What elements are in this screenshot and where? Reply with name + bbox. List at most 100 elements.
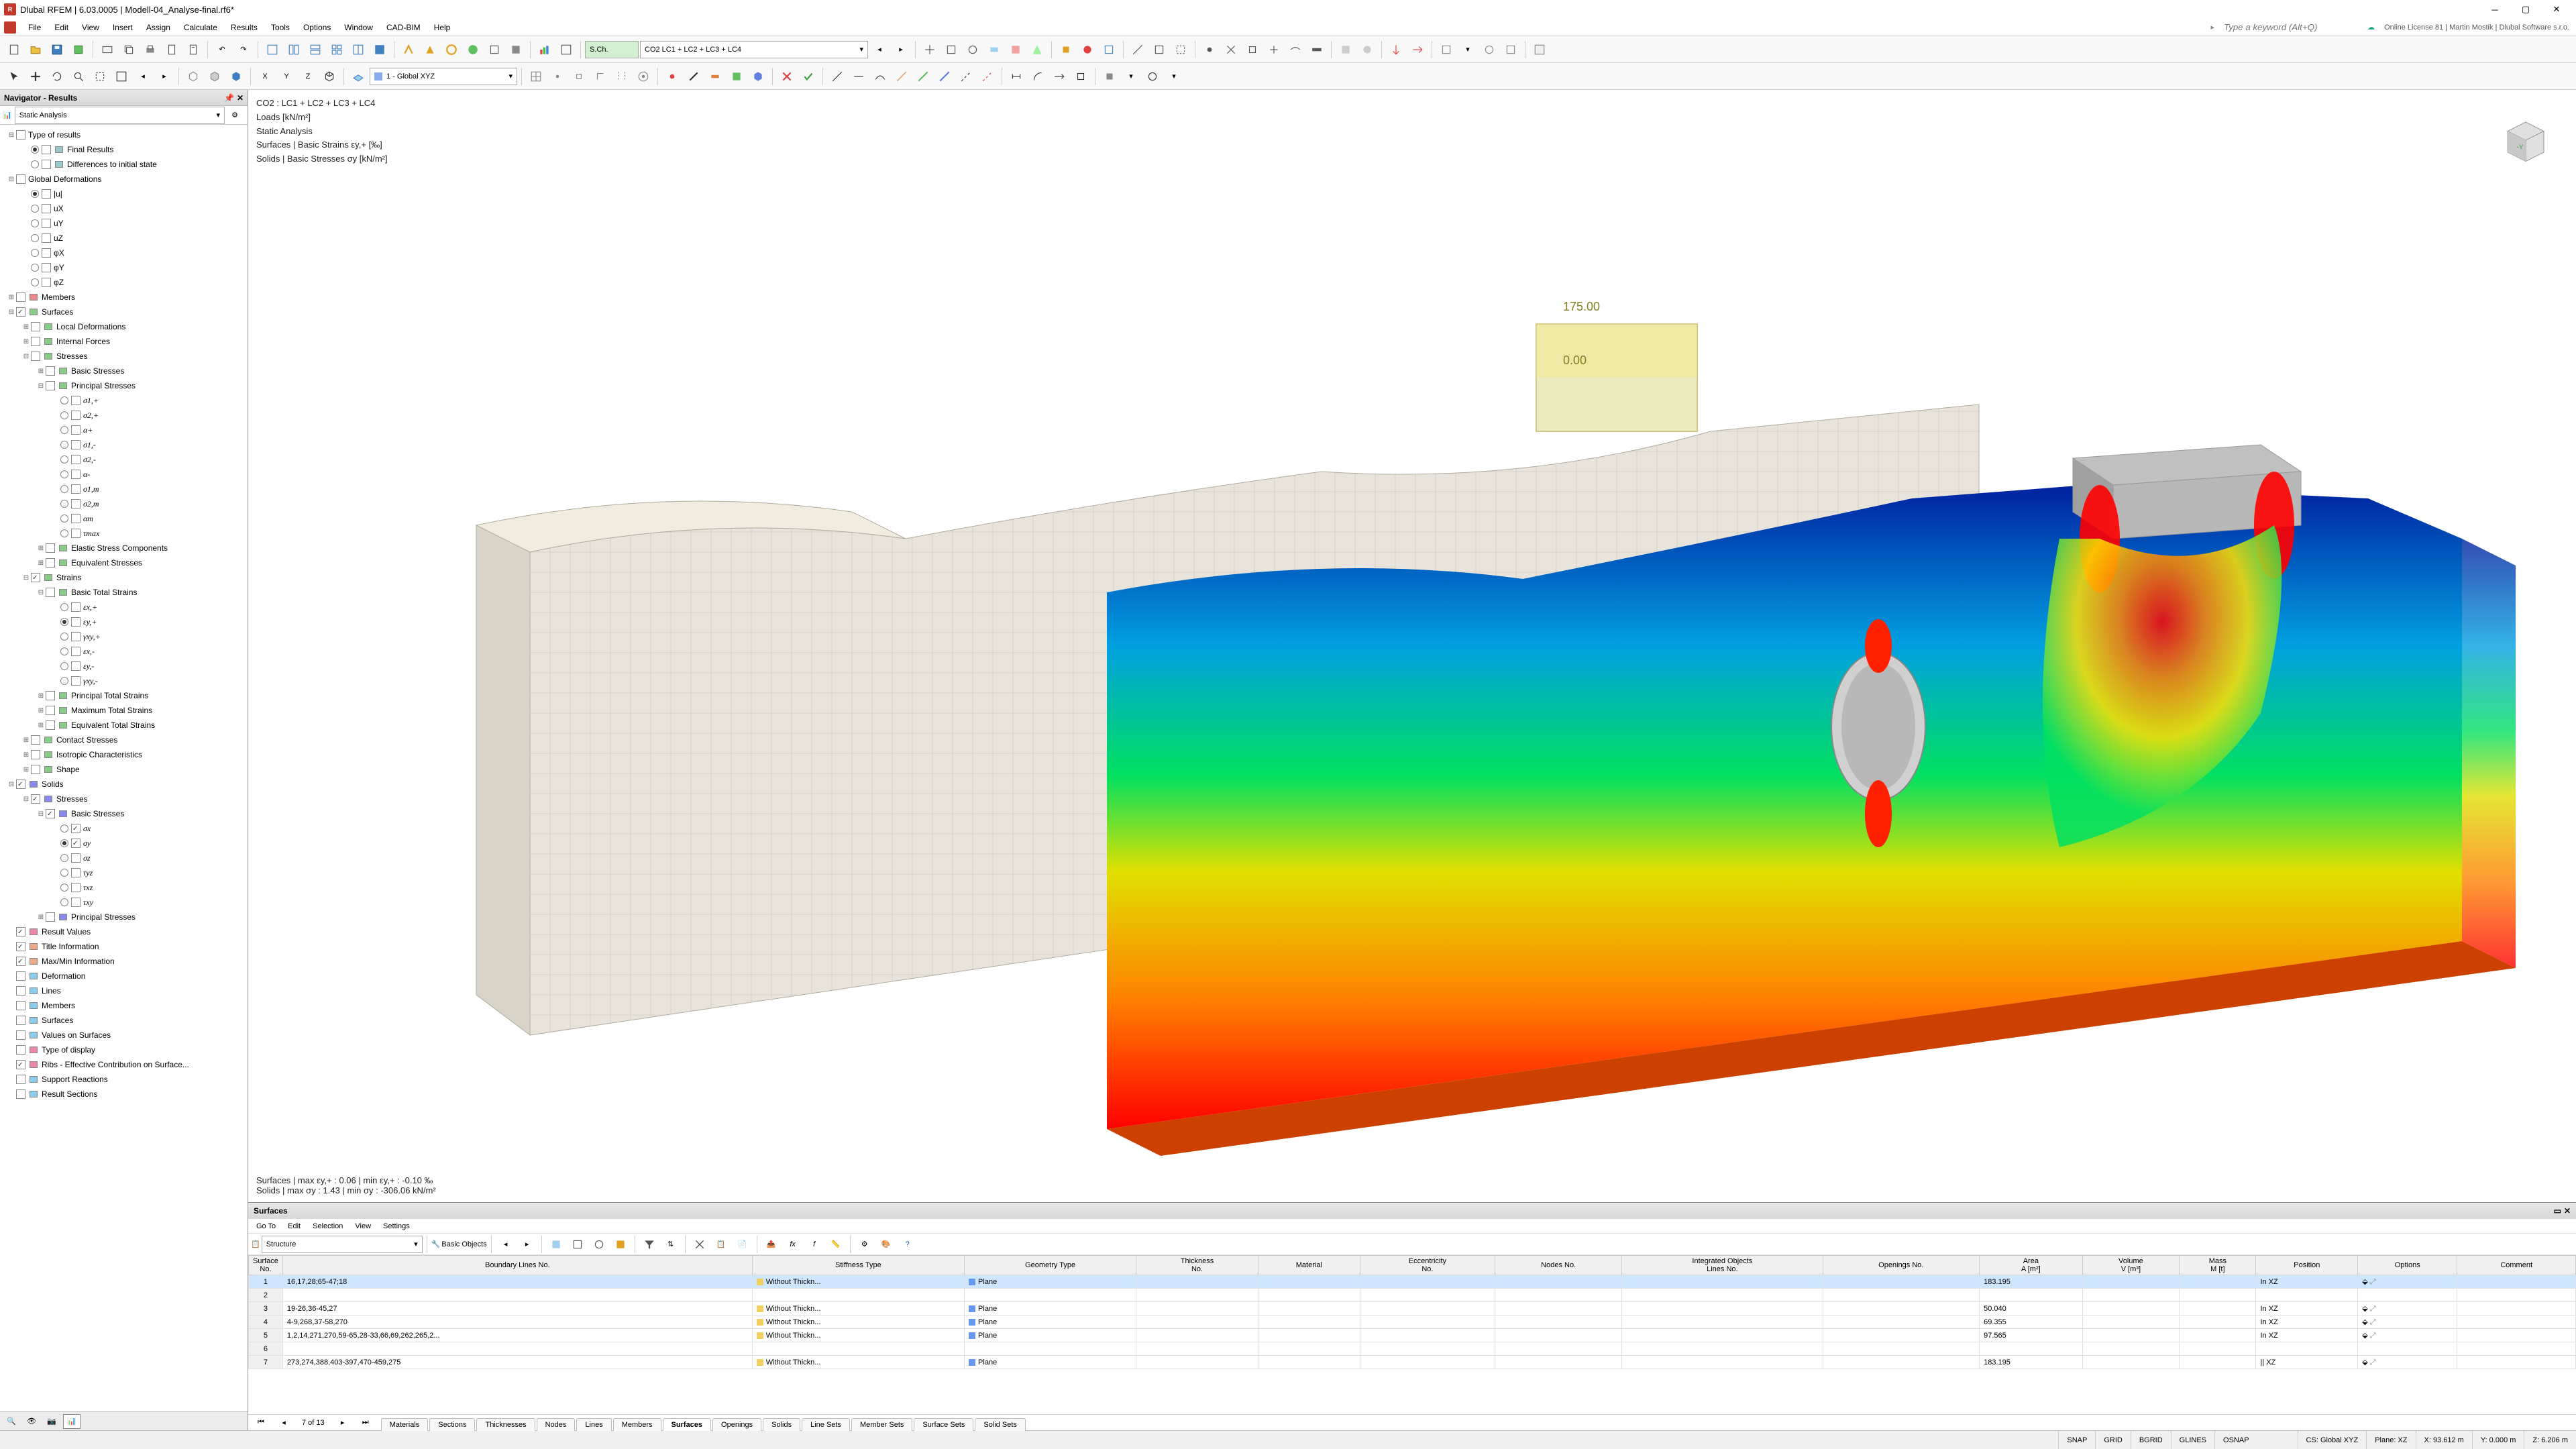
table-tab-sections[interactable]: Sections [429,1418,475,1431]
tree-node[interactable]: τmax [1,526,246,541]
tbl-delete-button[interactable] [690,1234,710,1254]
tool-d4[interactable] [1264,40,1284,60]
tree-node[interactable]: τxy [1,895,246,910]
tbl-prevpage-button[interactable]: ◂ [274,1413,294,1433]
table-category-combo[interactable]: Structure▾ [262,1236,423,1253]
line-tool-2[interactable] [849,66,869,87]
table-header[interactable]: Openings No. [1823,1256,1980,1275]
solid-button[interactable] [205,66,225,87]
tree-node[interactable]: Final Results [1,142,246,157]
tree-node[interactable]: ⊞Equivalent Total Strains [1,718,246,733]
tool-b2[interactable] [1077,40,1097,60]
tree-node[interactable]: ⊞Equivalent Stresses [1,555,246,570]
tool-e2[interactable] [1357,40,1377,60]
tree-node[interactable]: εx,+ [1,600,246,614]
calc2-button[interactable] [420,40,440,60]
table-header[interactable]: Integrated ObjectsLines No. [1622,1256,1823,1275]
tree-node[interactable]: α- [1,467,246,482]
calc1-button[interactable] [398,40,419,60]
status-snap[interactable]: SNAP [2058,1431,2095,1449]
tree-node[interactable]: γxy,- [1,674,246,688]
tbl-fn-button[interactable]: f [804,1234,824,1254]
check-button[interactable] [798,66,818,87]
wireframe-button[interactable] [183,66,203,87]
tbl-export-button[interactable]: 📤 [761,1234,782,1254]
table-row[interactable]: 116,17,28;65-47;18Without Thickn...Plane… [249,1275,2576,1289]
edit-tool-3[interactable] [1142,66,1163,87]
table-tab-lines[interactable]: Lines [576,1418,611,1431]
edit-tool-2[interactable]: ▾ [1121,66,1141,87]
layout-button[interactable] [348,40,368,60]
tree-node[interactable]: Ribs - Effective Contribution on Surface… [1,1057,246,1072]
close-button[interactable]: ✕ [2541,0,2572,19]
view3-button[interactable] [305,40,325,60]
grid2-button[interactable] [547,66,568,87]
tbl-color-button[interactable]: 🎨 [876,1234,896,1254]
tree-node[interactable]: σz [1,851,246,865]
table-tab-members[interactable]: Members [613,1418,661,1431]
tree-node[interactable]: ⊞Shape [1,762,246,777]
tree-node[interactable]: ⊞Basic Stresses [1,364,246,378]
tool-d5[interactable] [1285,40,1305,60]
calc6-button[interactable] [506,40,526,60]
undo-button[interactable]: ↶ [212,40,232,60]
analysis-type-combo[interactable]: Static Analysis▾ [15,107,225,124]
tool-c2[interactable] [1149,40,1169,60]
tool-g2[interactable]: ▾ [1458,40,1478,60]
tree-node[interactable]: ⊞Members [1,290,246,305]
table-row[interactable]: 6 [249,1342,2576,1356]
tree-node[interactable]: Max/Min Information [1,954,246,969]
menu-window[interactable]: Window [337,19,380,36]
tree-node[interactable]: φX [1,246,246,260]
copy-button[interactable] [119,40,139,60]
table-header[interactable]: SurfaceNo. [249,1256,283,1275]
rotate-button[interactable] [47,66,67,87]
tbl-paste-button[interactable]: 📄 [733,1234,753,1254]
tool-a2[interactable] [941,40,961,60]
zoom-button[interactable] [68,66,89,87]
tree-node[interactable]: ⊟Global Deformations [1,172,246,186]
tree-node[interactable]: uX [1,201,246,216]
nav-tab-results[interactable]: 📊 [63,1414,80,1429]
tbl-settings-button[interactable]: ⚙ [855,1234,875,1254]
tree-node[interactable]: α+ [1,423,246,437]
table-header[interactable]: ThicknessNo. [1136,1256,1258,1275]
tree-node[interactable]: σ2,m [1,496,246,511]
nav-tab-display[interactable]: 👁 [23,1414,40,1429]
menu-tools[interactable]: Tools [264,19,297,36]
tree-node[interactable]: Differences to initial state [1,157,246,172]
table-tab-nodes[interactable]: Nodes [537,1418,576,1431]
maximize-button[interactable]: ▢ [2510,0,2541,19]
menu-assign[interactable]: Assign [140,19,177,36]
tree-node[interactable]: Result Values [1,924,246,939]
bp-menu-go-to[interactable]: Go To [251,1222,281,1230]
bp-menu-selection[interactable]: Selection [307,1222,348,1230]
tree-node[interactable]: ⊟Type of results [1,127,246,142]
nav-tab-data[interactable]: 🔍 [3,1414,20,1429]
tool-f1[interactable] [1386,40,1406,60]
tree-node[interactable]: σ2,- [1,452,246,467]
render-button[interactable] [226,66,246,87]
tbl-tool-3[interactable] [589,1234,609,1254]
table-header[interactable]: EccentricityNo. [1360,1256,1495,1275]
tool-a3[interactable] [963,40,983,60]
table-tab-solid-sets[interactable]: Solid Sets [975,1418,1026,1431]
table-header[interactable]: Boundary Lines No. [282,1256,752,1275]
tree-node[interactable]: σ1,m [1,482,246,496]
grid1-button[interactable] [526,66,546,87]
calc3-button[interactable] [441,40,462,60]
tool-h1[interactable] [1529,40,1550,60]
navigation-cube[interactable]: -Y [2496,110,2556,170]
menu-help[interactable]: Help [427,19,458,36]
tree-node[interactable]: ⊞Maximum Total Strains [1,703,246,718]
table-header[interactable]: MassM [t] [2180,1256,2256,1275]
tbl-nextpage-button[interactable]: ▸ [333,1413,353,1433]
tree-node[interactable]: ⊟Strains [1,570,246,585]
table-tab-openings[interactable]: Openings [712,1418,761,1431]
view2-button[interactable] [284,40,304,60]
tool-d3[interactable] [1242,40,1263,60]
table-header[interactable]: Comment [2457,1256,2576,1275]
model-button[interactable] [97,40,117,60]
bp-max-icon[interactable]: ▭ [2554,1206,2561,1216]
tbl-tool-4[interactable] [610,1234,631,1254]
